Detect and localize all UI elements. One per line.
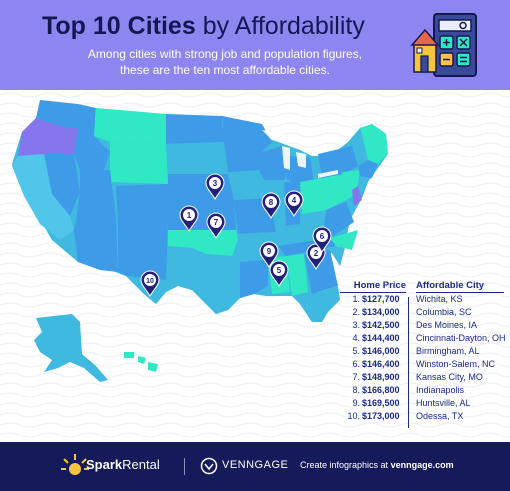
- map-pin-label: 8: [269, 198, 274, 207]
- title-rest: by Affordability: [202, 12, 365, 40]
- price-column-header: Home Price: [340, 280, 406, 293]
- footer-separator: [184, 458, 185, 475]
- alaska: [34, 314, 108, 382]
- table-row: 2. $134,000 Columbia, SC: [340, 307, 505, 320]
- footer-bar: SparkRental VENNGAGE Create infographics…: [0, 442, 510, 491]
- table-row: 8. $166,800 Indianapolis: [340, 385, 505, 398]
- map-pin-label: 3: [213, 179, 218, 188]
- map-pin-label: 4: [292, 196, 297, 205]
- city-column-header: Affordable City: [416, 280, 504, 293]
- table-row: 1. $127,700 Wichita, KS: [340, 294, 505, 307]
- row-rank: 1.: [352, 294, 360, 304]
- page-title: Top 10 Cities by Affordability: [42, 12, 365, 41]
- page-subtitle: Among cities with strong job and populat…: [40, 46, 410, 78]
- map-pin-icon[interactable]: 4: [284, 190, 304, 218]
- row-rank: 3.: [352, 320, 360, 330]
- map-pin-icon[interactable]: 10: [140, 270, 160, 298]
- hawaii: [124, 352, 158, 372]
- calculator-house-icon: [410, 13, 477, 77]
- table-row: 4. $144,400 Cincinnati-Dayton, OH: [340, 333, 505, 346]
- create-link[interactable]: venngage.com: [390, 460, 454, 470]
- map-pin-icon[interactable]: 6: [312, 226, 332, 254]
- row-price: $173,000: [362, 411, 400, 421]
- row-price: $169,500: [362, 398, 400, 408]
- row-city: Cincinnati-Dayton, OH: [416, 333, 506, 343]
- row-city: Kansas City, MO: [416, 372, 483, 382]
- row-city: Wichita, KS: [416, 294, 463, 304]
- row-rank: 5.: [352, 346, 360, 356]
- map-pins: 1 2 3 4 5 6 7 8 9 10: [140, 173, 332, 298]
- map-pin-icon[interactable]: 8: [261, 192, 281, 220]
- row-price: $142,500: [362, 320, 400, 330]
- row-price: $134,000: [362, 307, 400, 317]
- table-row: 9. $169,500 Huntsville, AL: [340, 398, 505, 411]
- table-row: 7. $148,900 Kansas City, MO: [340, 372, 505, 385]
- row-city: Indianapolis: [416, 385, 465, 395]
- header-banner: Top 10 Cities by Affordability Among cit…: [0, 0, 510, 90]
- create-text: Create infographics at: [300, 460, 391, 470]
- row-rank: 10.: [347, 411, 360, 421]
- venngage-logo-icon: [200, 457, 218, 475]
- us-map: 1 2 3 4 5 6 7 8 9 10: [0, 90, 510, 442]
- row-rank: 4.: [352, 333, 360, 343]
- spark-sun-icon: [61, 454, 89, 475]
- row-city: Birmingham, AL: [416, 346, 480, 356]
- map-pin-icon[interactable]: 1: [179, 205, 199, 233]
- map-pin-icon[interactable]: 7: [206, 212, 226, 240]
- row-city: Des Moines, IA: [416, 320, 478, 330]
- row-price: $166,800: [362, 385, 400, 395]
- brand-rest: Rental: [122, 457, 160, 472]
- sparkrental-logo: SparkRental: [86, 457, 160, 472]
- brand-bold: Spark: [86, 457, 123, 472]
- row-price: $148,900: [362, 372, 400, 382]
- venngage-logo-text: VENNGAGE: [222, 459, 289, 471]
- title-bold: Top 10 Cities: [42, 12, 196, 40]
- row-price: $146,400: [362, 359, 400, 369]
- table-row: 5. $146,000 Birmingham, AL: [340, 346, 505, 359]
- table-row: 6. $146,400 Winston-Salem, NC: [340, 359, 505, 372]
- row-city: Winston-Salem, NC: [416, 359, 496, 369]
- row-price: $127,700: [362, 294, 400, 304]
- row-price: $144,400: [362, 333, 400, 343]
- map-pin-icon[interactable]: 3: [205, 173, 225, 201]
- create-infographics-text: Create infographics at venngage.com: [300, 460, 454, 470]
- row-rank: 6.: [352, 359, 360, 369]
- subtitle-line-1: Among cities with strong job and populat…: [87, 47, 363, 61]
- row-city: Odessa, TX: [416, 411, 464, 421]
- table-divider: [408, 297, 409, 428]
- map-pin-label: 5: [277, 266, 282, 275]
- row-city: Columbia, SC: [416, 307, 472, 317]
- table-row: 3. $142,500 Des Moines, IA: [340, 320, 505, 333]
- row-rank: 8.: [352, 385, 360, 395]
- row-price: $146,000: [362, 346, 400, 356]
- subtitle-line-2: these are the ten most affordable cities…: [120, 63, 330, 77]
- map-pin-label: 7: [214, 218, 219, 227]
- row-rank: 9.: [352, 398, 360, 408]
- map-pin-label: 9: [267, 247, 272, 256]
- table-row: 10. $173,000 Odessa, TX: [340, 411, 505, 424]
- row-city: Huntsville, AL: [416, 398, 471, 408]
- map-pin-label: 1: [187, 211, 192, 220]
- map-pin-label: 2: [314, 249, 319, 258]
- map-pin-icon[interactable]: 5: [269, 260, 289, 288]
- map-area: 1 2 3 4 5 6 7 8 9 10: [0, 90, 510, 442]
- row-rank: 2.: [352, 307, 360, 317]
- map-pin-label: 10: [146, 278, 154, 285]
- map-pin-label: 6: [320, 232, 325, 241]
- map-pin-icon[interactable]: 9: [259, 241, 279, 269]
- row-rank: 7.: [352, 372, 360, 382]
